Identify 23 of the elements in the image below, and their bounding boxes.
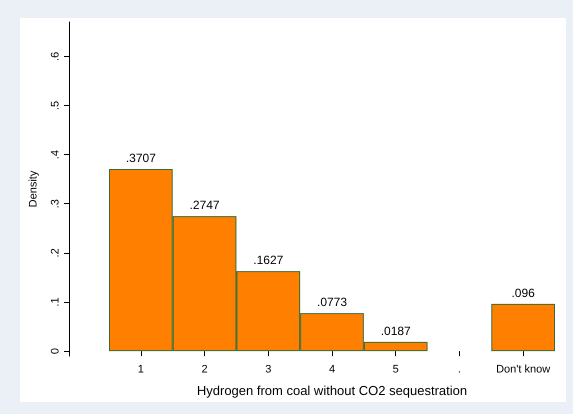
- x-tick-label: .: [458, 364, 461, 376]
- x-tick-label: 4: [328, 364, 336, 376]
- data-label: .1627: [253, 253, 284, 268]
- y-tick-label: .3: [50, 199, 62, 208]
- x-tick-label: Don't know: [496, 364, 550, 376]
- data-label: .3707: [126, 151, 156, 166]
- x-tick-label: 3: [265, 364, 272, 376]
- y-axis-title: Density: [28, 170, 40, 208]
- y-tick-label: .2: [50, 248, 62, 258]
- data-label: .096: [511, 286, 536, 300]
- x-tick-label: 1: [138, 364, 144, 376]
- y-tick-label: 0: [50, 348, 62, 354]
- data-label: .2747: [190, 198, 220, 212]
- y-tick-label: .6: [50, 52, 62, 61]
- data-label: .0187: [380, 324, 412, 338]
- y-tick-label: .5: [50, 100, 62, 110]
- y-tick-label: .1: [50, 297, 62, 307]
- x-tick-label: 5: [392, 364, 399, 376]
- x-axis-title: Hydrogen from coal without CO2 sequestration: [196, 383, 468, 398]
- data-label: .0773: [316, 295, 348, 310]
- x-tick-label: 2: [202, 364, 208, 376]
- bar: [491, 304, 555, 352]
- y-tick-label: .4: [50, 150, 62, 160]
